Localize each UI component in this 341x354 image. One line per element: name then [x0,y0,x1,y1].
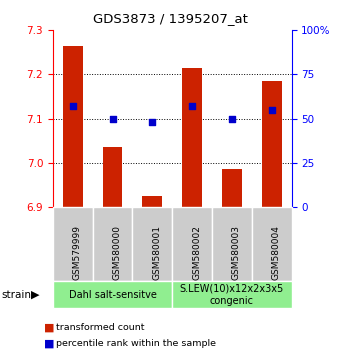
Text: GSM580000: GSM580000 [113,225,121,280]
Bar [222,170,242,207]
Text: GSM580003: GSM580003 [232,225,241,280]
Point [70,103,75,109]
Bar [63,46,83,207]
Point [189,103,195,109]
Point [110,116,115,121]
Text: S.LEW(10)x12x2x3x5
congenic: S.LEW(10)x12x2x3x5 congenic [180,284,284,306]
Text: ■: ■ [44,322,55,332]
Text: Dahl salt-sensitve: Dahl salt-sensitve [69,290,157,300]
Text: ■: ■ [44,338,55,348]
Text: GSM580004: GSM580004 [272,225,281,280]
Text: GSM580001: GSM580001 [152,225,161,280]
Bar [143,196,162,207]
Point [269,107,275,113]
Text: strain: strain [2,290,32,300]
Bar [262,81,282,207]
Point [229,116,235,121]
Point [150,119,155,125]
Text: GSM580002: GSM580002 [192,225,201,280]
Text: GSM579999: GSM579999 [73,225,82,280]
Bar [182,68,202,207]
Bar [103,147,122,207]
Text: ▶: ▶ [31,290,39,300]
Text: transformed count: transformed count [56,323,145,332]
Text: percentile rank within the sample: percentile rank within the sample [56,339,216,348]
Text: GDS3873 / 1395207_at: GDS3873 / 1395207_at [93,12,248,25]
